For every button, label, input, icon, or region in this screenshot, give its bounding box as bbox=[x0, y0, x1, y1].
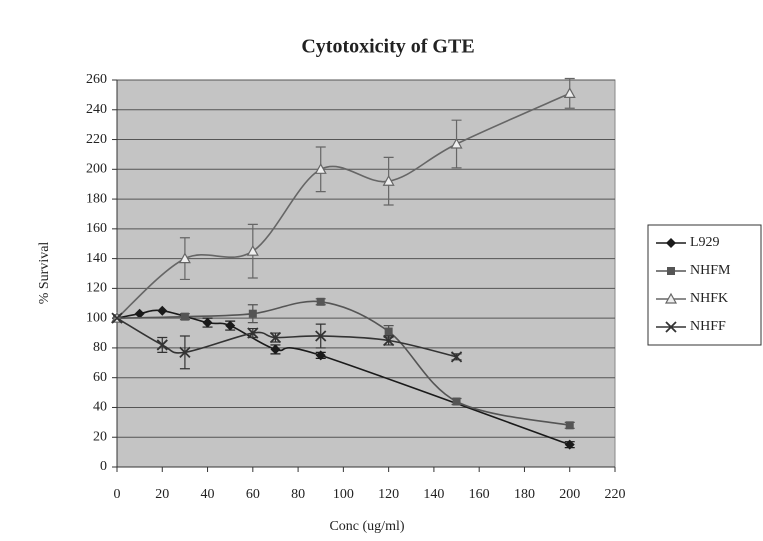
x-tick-label: 20 bbox=[155, 487, 169, 502]
y-tick-label: 140 bbox=[86, 251, 107, 266]
legend-label: NHFM bbox=[690, 263, 731, 278]
x-tick-label: 180 bbox=[514, 487, 535, 502]
marker bbox=[157, 305, 168, 316]
legend-marker bbox=[667, 267, 675, 275]
y-tick-label: 0 bbox=[100, 459, 107, 474]
marker bbox=[269, 331, 282, 344]
x-tick-label: 220 bbox=[605, 487, 626, 502]
plot-area bbox=[116, 79, 616, 468]
y-tick-label: 80 bbox=[93, 340, 107, 355]
legend-marker bbox=[664, 292, 678, 304]
marker bbox=[248, 309, 257, 318]
y-tick-label: 100 bbox=[86, 310, 107, 325]
y-tick-label: 240 bbox=[86, 102, 107, 117]
marker bbox=[246, 244, 259, 256]
legend-marker bbox=[666, 238, 676, 248]
legend-label: NHFF bbox=[690, 319, 726, 334]
y-tick-label: 220 bbox=[86, 132, 107, 147]
y-tick-label: 60 bbox=[93, 370, 107, 385]
x-tick-label: 200 bbox=[559, 487, 580, 502]
marker bbox=[134, 308, 145, 319]
chart-title: Cytotoxicity of GTE bbox=[301, 36, 474, 58]
x-tick-label: 120 bbox=[378, 487, 399, 502]
legend-label: NHFK bbox=[690, 291, 728, 306]
marker bbox=[565, 421, 574, 430]
marker bbox=[315, 330, 327, 342]
marker bbox=[314, 163, 327, 174]
x-tick-label: 60 bbox=[246, 487, 260, 502]
marker bbox=[247, 327, 259, 339]
x-tick-label: 40 bbox=[201, 487, 215, 502]
y-tick-label: 160 bbox=[86, 221, 107, 236]
marker bbox=[225, 320, 236, 331]
legend-box bbox=[647, 224, 762, 346]
legend-label: L929 bbox=[690, 235, 720, 250]
marker bbox=[563, 87, 576, 98]
marker bbox=[315, 350, 326, 361]
marker bbox=[384, 327, 393, 336]
y-tick-label: 20 bbox=[93, 429, 107, 444]
marker bbox=[452, 397, 461, 406]
y-axis-label: % Survival bbox=[37, 242, 52, 305]
marker bbox=[564, 439, 575, 450]
marker bbox=[179, 346, 191, 359]
x-tick-label: 80 bbox=[291, 487, 305, 502]
marker bbox=[450, 351, 463, 363]
x-tick-label: 0 bbox=[114, 487, 121, 502]
marker bbox=[316, 297, 325, 306]
marker bbox=[180, 312, 189, 321]
x-axis-label: Conc (ug/ml) bbox=[329, 519, 404, 534]
y-tick-label: 40 bbox=[93, 400, 107, 415]
marker bbox=[156, 339, 168, 351]
legend-marker bbox=[665, 321, 677, 333]
y-tick-label: 180 bbox=[86, 191, 107, 206]
marker bbox=[178, 252, 191, 264]
y-tick-label: 260 bbox=[86, 72, 107, 87]
marker bbox=[382, 174, 395, 186]
y-tick-label: 120 bbox=[86, 281, 107, 296]
marker bbox=[450, 137, 463, 149]
y-tick-label: 200 bbox=[86, 162, 107, 177]
x-tick-label: 160 bbox=[469, 487, 490, 502]
marker bbox=[382, 334, 395, 347]
marker bbox=[202, 317, 213, 328]
x-tick-label: 100 bbox=[333, 487, 354, 502]
marker bbox=[111, 312, 123, 324]
x-tick-label: 140 bbox=[423, 487, 444, 502]
marker bbox=[270, 344, 281, 355]
